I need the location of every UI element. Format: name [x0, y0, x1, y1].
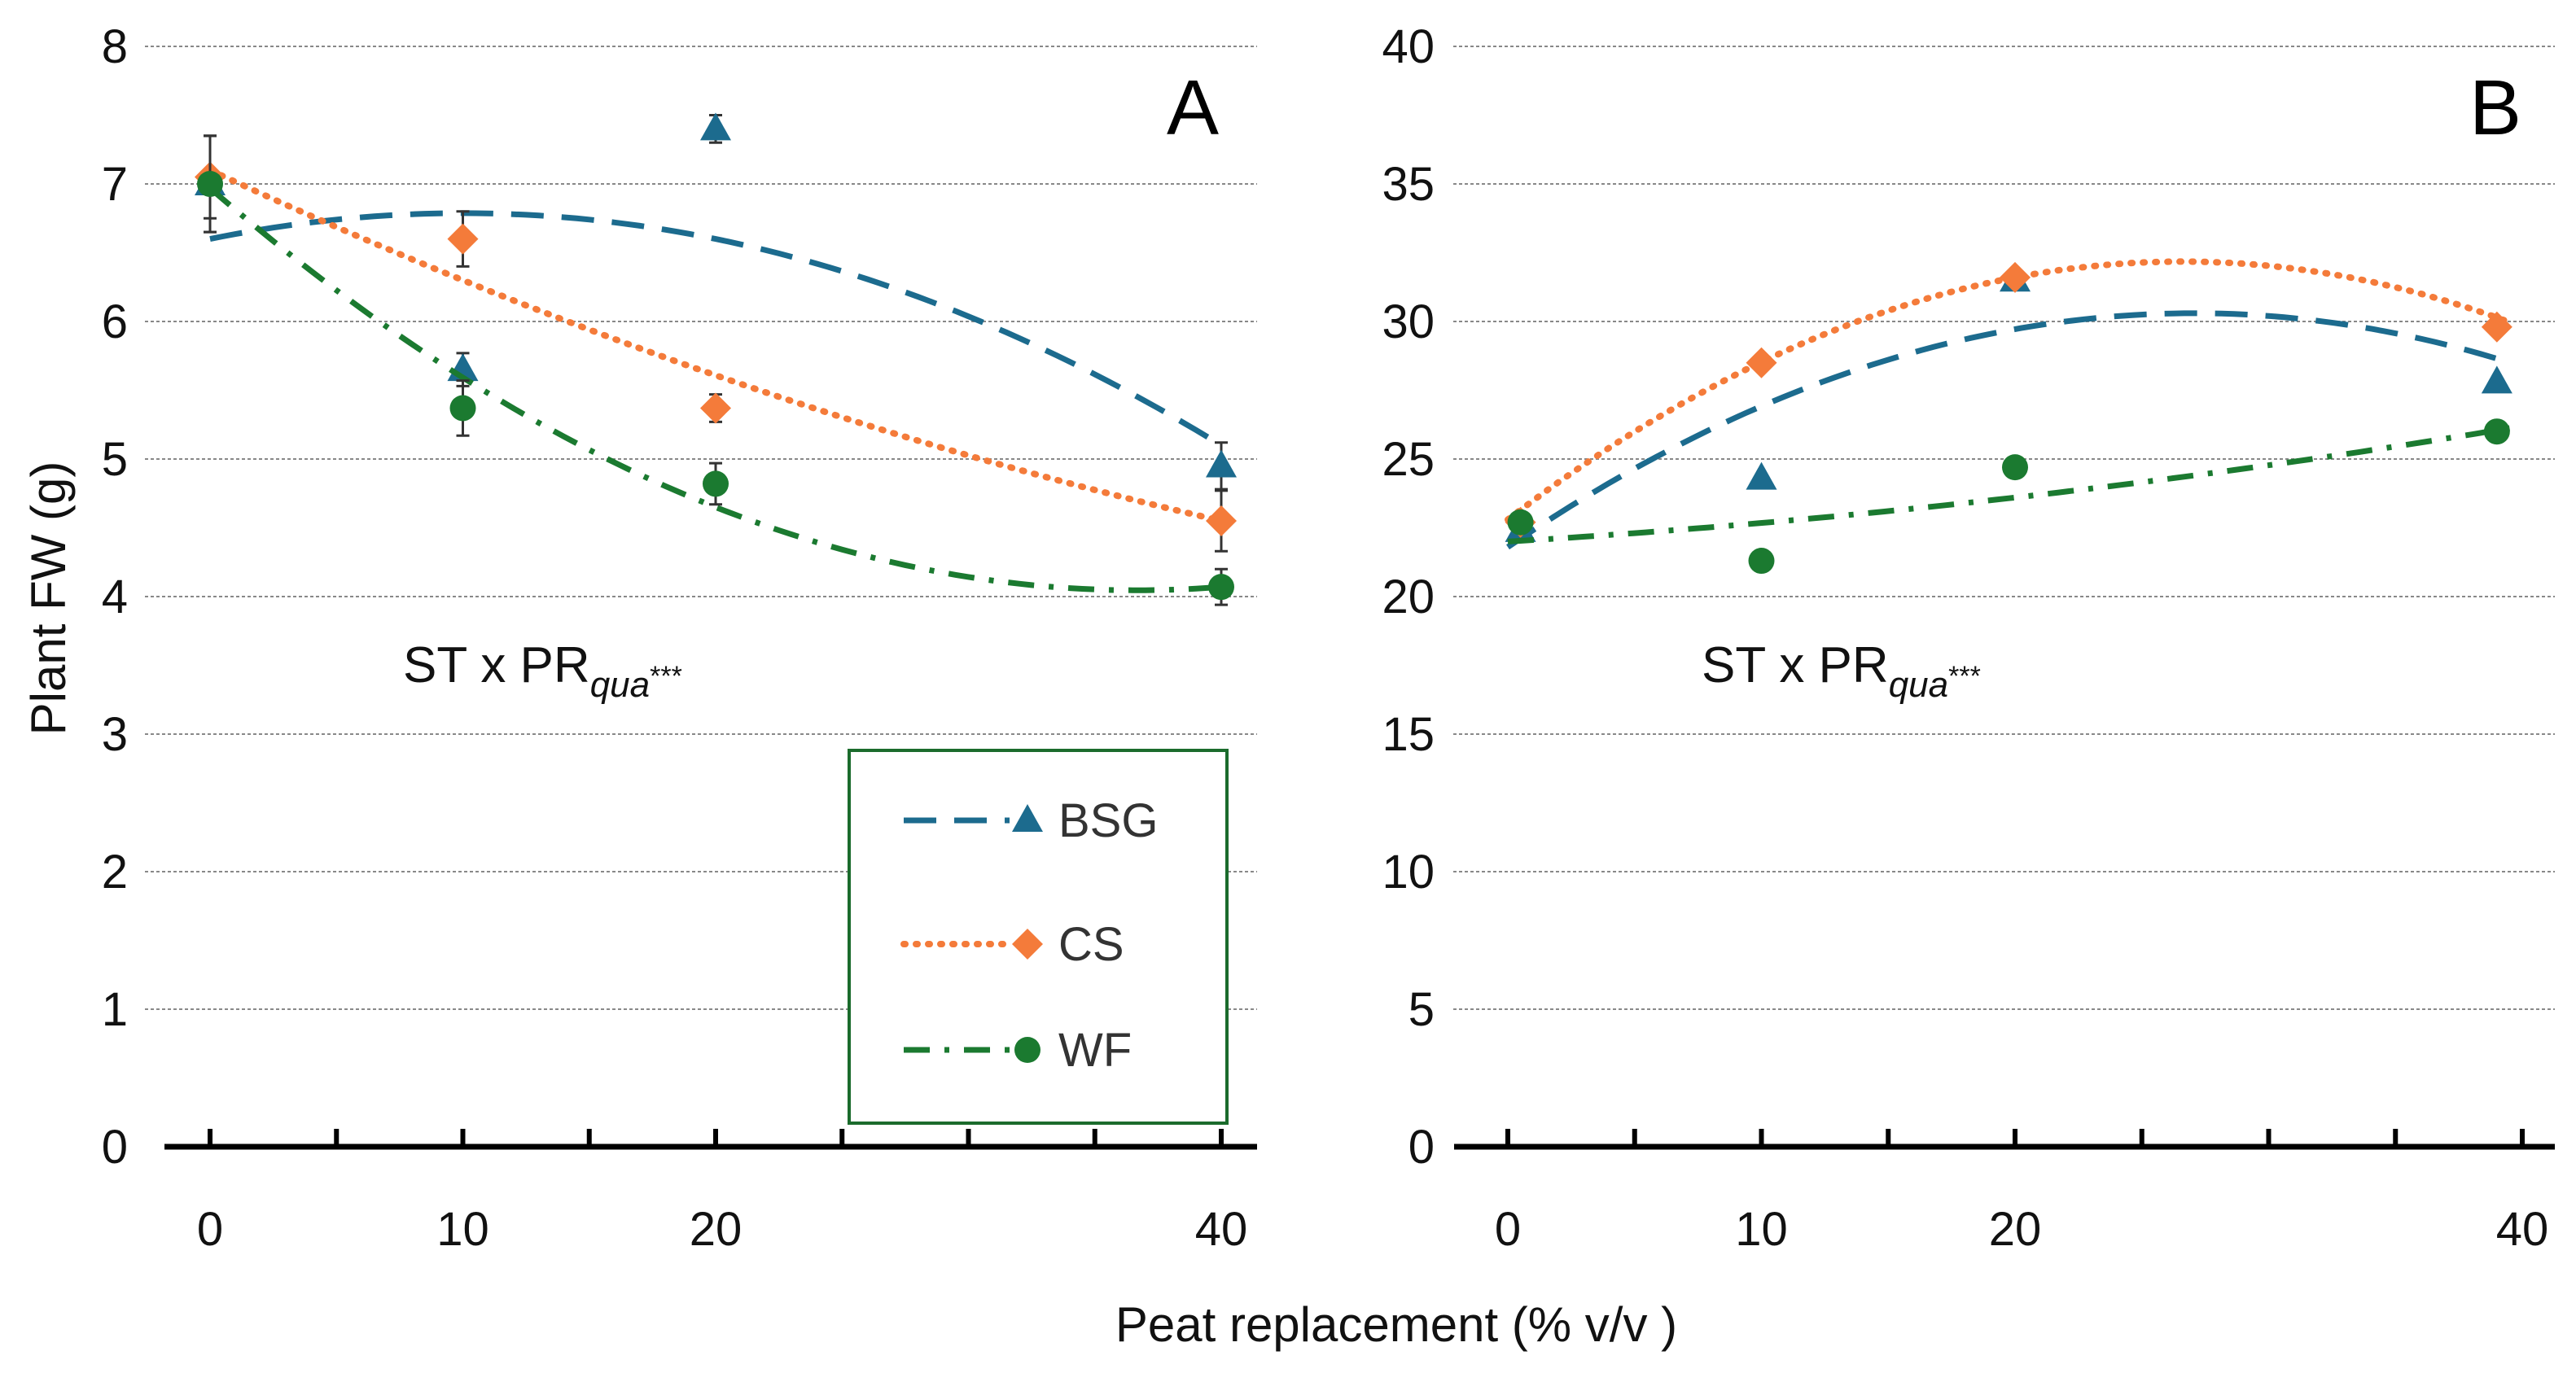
triangle-marker: [2481, 365, 2512, 394]
x-tick-label: 0: [197, 1203, 223, 1256]
legend-label: CS: [1058, 918, 1124, 971]
series-bsg: [1505, 264, 2512, 550]
y-tick-label: 25: [1382, 433, 1435, 486]
series-wf: [197, 134, 1234, 606]
x-tick-label: 20: [1989, 1203, 2042, 1256]
y-tick-label: 0: [1408, 1121, 1435, 1174]
y-tick-label: 3: [102, 708, 128, 761]
y-tick-label: 0: [102, 1121, 128, 1174]
legend-box: [848, 749, 1229, 1125]
x-tick-label: 20: [690, 1203, 743, 1256]
annotation-superscript: ***: [650, 661, 682, 692]
y-tick-label: 20: [1382, 571, 1435, 623]
legend-label: WF: [1058, 1024, 1132, 1077]
diamond-marker: [1206, 505, 1237, 537]
y-tick-label: 1: [102, 983, 128, 1036]
diamond-marker: [1012, 929, 1043, 960]
trend-line: [1505, 258, 2513, 523]
diamond-marker: [2481, 311, 2512, 343]
annotation-main: ST x PR: [403, 637, 590, 693]
x-tick-label: 10: [436, 1203, 489, 1256]
y-tick-label: 8: [102, 20, 128, 73]
significance-annotation: ST x PRqua***: [403, 637, 682, 705]
significance-annotation: ST x PRqua***: [1702, 637, 1981, 705]
triangle-marker: [1206, 449, 1237, 478]
series-bsg: [195, 112, 1237, 491]
circle-marker: [197, 171, 223, 197]
annotation-subscript: qua: [590, 665, 650, 705]
triangle-marker: [1012, 804, 1043, 832]
panel-label: B: [2469, 64, 2521, 151]
panel-label: A: [1167, 64, 1219, 151]
trend-line: [1507, 425, 2510, 544]
y-tick-label: 5: [102, 433, 128, 486]
circle-marker: [2483, 418, 2510, 445]
circle-marker: [1014, 1037, 1040, 1063]
x-tick-label: 40: [2496, 1203, 2549, 1256]
circle-marker: [1507, 509, 1534, 536]
y-tick-label: 30: [1382, 295, 1435, 348]
triangle-marker: [1746, 461, 1777, 490]
x-tick-label: 10: [1735, 1203, 1788, 1256]
panel-b: 0 5 10 15 20 25 30 35 40 0 10 20 40 B ST x PRqua***: [1382, 20, 2555, 1256]
trend-line: [208, 186, 1222, 593]
y-tick-label: 2: [102, 846, 128, 899]
diamond-marker: [700, 392, 731, 424]
y-tick-label: 35: [1382, 158, 1435, 211]
annotation-subscript: qua: [1889, 665, 1948, 705]
x-axis-title: Peat replacement (% v/v ): [1115, 1297, 1677, 1352]
x-tick-label: 40: [1195, 1203, 1248, 1256]
diamond-marker: [1746, 347, 1777, 378]
legend: BSG CS WF: [848, 749, 1229, 1125]
diamond-marker: [447, 223, 479, 255]
y-tick-label: 15: [1382, 708, 1435, 761]
y-tick-label: 40: [1382, 20, 1435, 73]
y-tick-label: 7: [102, 158, 128, 211]
triangle-marker: [700, 112, 731, 141]
circle-marker: [1208, 574, 1234, 601]
annotation-main: ST x PR: [1702, 637, 1889, 693]
diamond-marker: [2000, 261, 2031, 293]
circle-marker: [2002, 454, 2028, 481]
trend-line: [1506, 310, 2511, 550]
x-tick-label: 0: [1495, 1203, 1521, 1256]
y-tick-label: 5: [1408, 983, 1435, 1036]
panel-a: 0 1 2 3 4 5 6 7 8 0 10 20 40 A ST x PRqua*** BSG CS WF: [102, 20, 1257, 1256]
annotation-superscript: ***: [1948, 661, 1981, 692]
circle-marker: [1748, 548, 1775, 575]
y-tick-label: 6: [102, 295, 128, 348]
y-axis-title: Plant FW (g): [21, 461, 76, 736]
y-tick-label: 4: [102, 571, 128, 623]
legend-label: BSG: [1058, 794, 1159, 847]
series-wf: [1507, 418, 2510, 575]
circle-marker: [449, 395, 476, 422]
y-tick-label: 10: [1382, 846, 1435, 899]
trend-line: [209, 210, 1223, 448]
circle-marker: [703, 470, 729, 497]
trend-line: [207, 167, 1224, 524]
